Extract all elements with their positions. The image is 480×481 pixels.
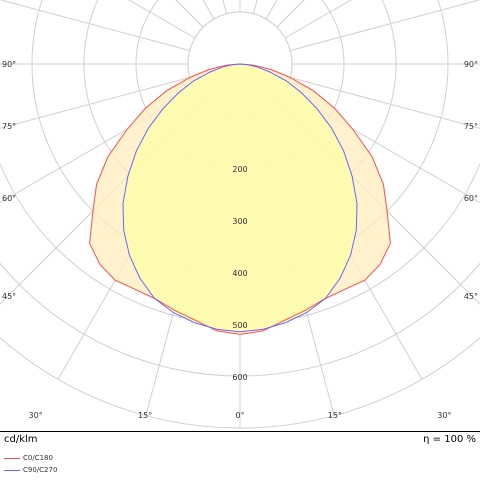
angle-label: 30° — [29, 411, 43, 420]
radial-tick-label: 400 — [232, 269, 247, 278]
angle-label: 0° — [235, 411, 244, 420]
angle-label: 15° — [328, 411, 342, 420]
series-line-1 — [122, 63, 358, 333]
grid-spoke — [290, 76, 480, 129]
grid-spoke — [290, 0, 480, 52]
grid-spoke — [222, 0, 228, 14]
legend-item-c90: C90/C270 — [4, 464, 57, 476]
legend-label-c90: C90/C270 — [23, 466, 58, 474]
grid-spoke — [276, 0, 305, 28]
angle-label: 75° — [2, 122, 16, 131]
angle-label: 75° — [464, 122, 478, 131]
unit-label: cd/klm — [4, 434, 38, 445]
grid-spoke — [0, 76, 190, 129]
legend-item-c0: C0/C180 — [4, 452, 57, 464]
legend-label-c0: C0/C180 — [23, 454, 53, 462]
angle-label: 90° — [464, 60, 478, 69]
grid-spoke — [252, 0, 258, 14]
efficiency-label: η = 100 % — [423, 434, 476, 445]
angle-label: 15° — [138, 411, 152, 420]
efficiency-value: 100 % — [444, 434, 476, 445]
grid-spoke — [175, 0, 204, 28]
grid-spoke — [128, 0, 196, 39]
polar-chart: 200 300 400 500 600 90° 75° 60° 45° 30° 15° 0° 15° 30… — [0, 0, 480, 429]
angle-label: 60° — [2, 194, 16, 203]
series-group — [89, 63, 391, 335]
series-fill-1 — [123, 64, 357, 332]
angle-label: 45° — [464, 292, 478, 301]
radial-tick-label: 300 — [232, 217, 247, 226]
angle-label: 45° — [2, 292, 16, 301]
radial-tick-label: 600 — [232, 373, 247, 382]
legend-swatch-c90 — [4, 469, 20, 471]
radial-tick-label: 500 — [232, 321, 247, 330]
chart-footer: cd/klm η = 100 % C0/C180 C90/C270 — [0, 431, 480, 481]
labels-group: 200 300 400 500 600 90° 75° 60° 45° 30° 15° 0° 15° 30… — [2, 60, 478, 420]
legend: C0/C180 C90/C270 — [4, 452, 57, 476]
angle-label: 60° — [464, 194, 478, 203]
series-line-0 — [89, 63, 391, 335]
legend-swatch-c0 — [4, 457, 20, 459]
grid-spoke — [202, 0, 215, 20]
grid-spoke — [284, 0, 352, 39]
efficiency-prefix: η = — [423, 434, 445, 445]
angle-label: 30° — [437, 411, 451, 420]
grid-spoke — [0, 0, 190, 52]
angle-label: 90° — [2, 60, 16, 69]
radial-tick-label: 200 — [232, 165, 247, 174]
grid-spoke — [265, 0, 278, 20]
